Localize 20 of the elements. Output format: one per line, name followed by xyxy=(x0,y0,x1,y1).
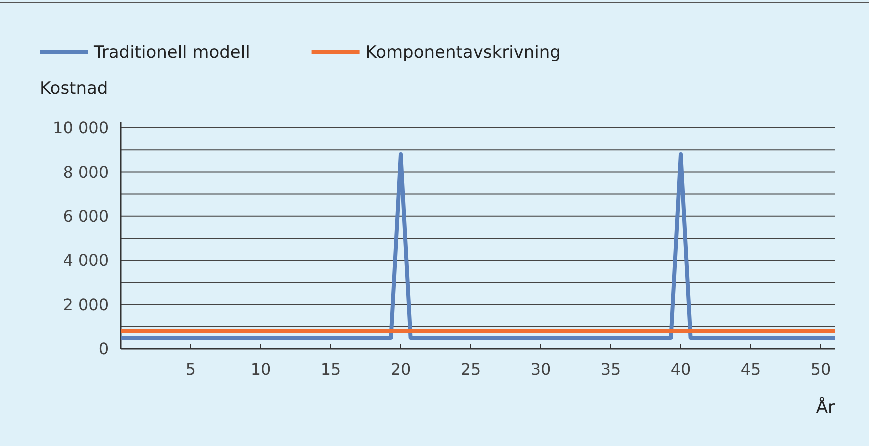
y-tick-label: 0 xyxy=(98,340,109,359)
legend-label: Komponentavskrivning xyxy=(366,42,561,63)
y-axis-title: Kostnad xyxy=(40,79,108,99)
x-tick-label: 20 xyxy=(390,360,412,379)
x-tick-label: 25 xyxy=(460,360,482,379)
x-tick-label: 5 xyxy=(186,360,196,379)
x-axis-title: År xyxy=(816,397,836,418)
legend-label: Traditionell modell xyxy=(93,42,250,63)
y-tick-label: 6 000 xyxy=(63,207,109,226)
x-tick-label: 35 xyxy=(600,360,622,379)
y-tick-label: 8 000 xyxy=(63,162,109,182)
x-tick-label: 40 xyxy=(670,360,692,379)
x-tick-label: 10 xyxy=(250,360,272,379)
x-tick-label: 30 xyxy=(530,360,552,379)
x-tick-label: 15 xyxy=(320,360,342,379)
y-tick-label: 10 000 xyxy=(53,118,109,138)
x-tick-label: 45 xyxy=(740,360,762,379)
y-tick-label: 2 000 xyxy=(63,295,109,314)
x-tick-label: 50 xyxy=(810,360,832,379)
y-tick-label: 4 000 xyxy=(63,251,109,270)
